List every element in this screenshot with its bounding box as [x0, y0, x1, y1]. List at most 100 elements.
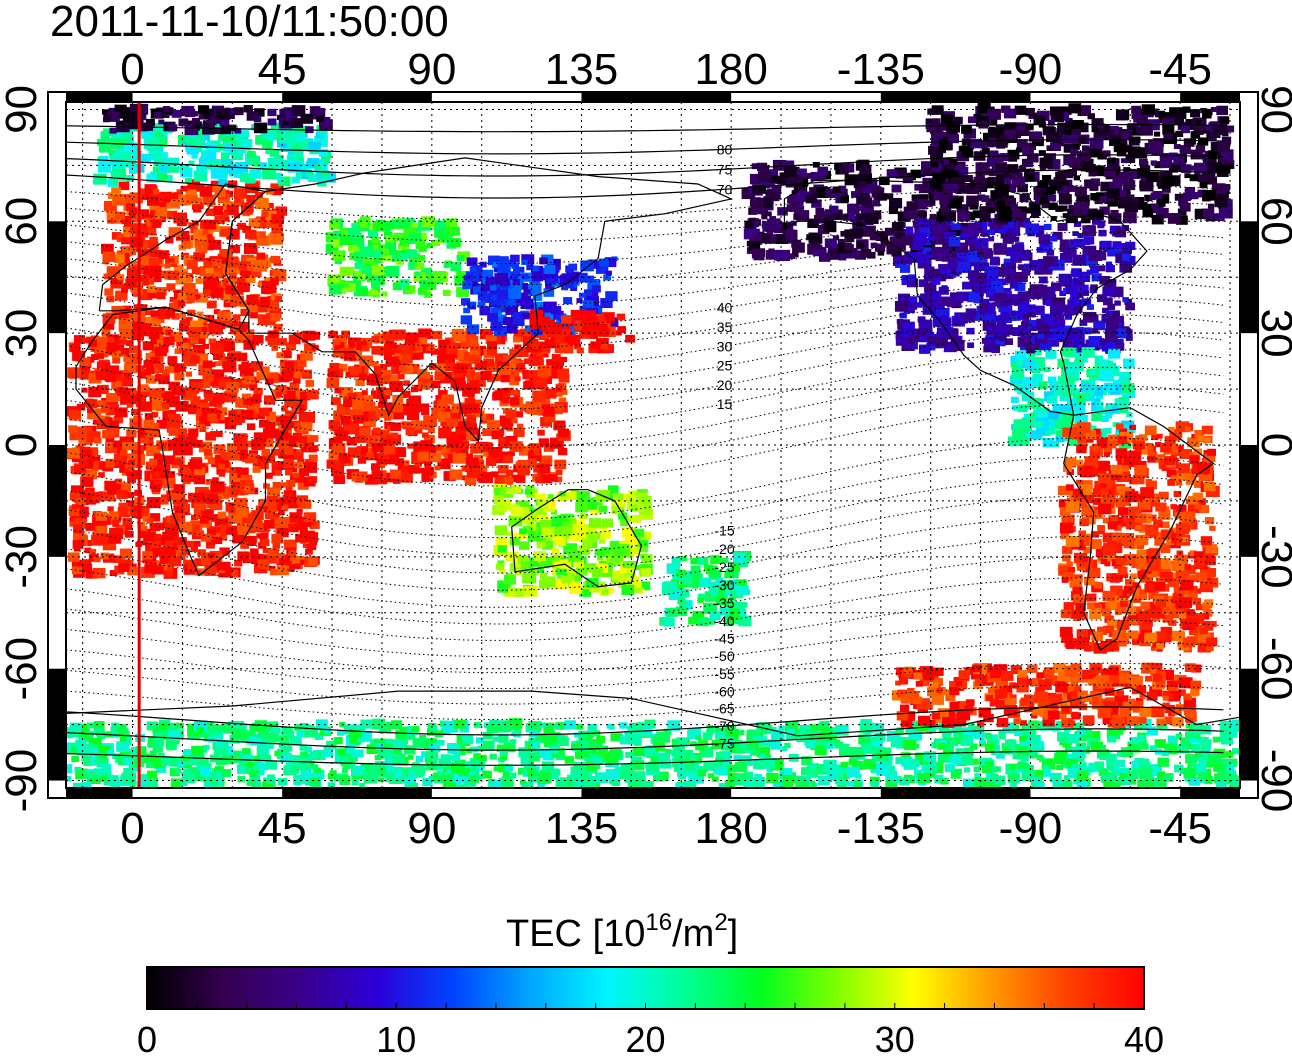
tec-cell: [1055, 205, 1064, 212]
tec-cell: [246, 194, 259, 205]
tec-cell: [71, 457, 79, 463]
tec-cell: [94, 525, 106, 535]
tec-cell: [355, 378, 365, 387]
tec-cell: [625, 334, 635, 343]
tec-cell: [618, 512, 628, 520]
tec-cell: [993, 243, 1008, 255]
tec-cell: [947, 163, 955, 170]
tec-cell: [633, 576, 640, 582]
tec-cell: [151, 484, 161, 492]
tec-cell: [1003, 178, 1012, 185]
tec-cell: [675, 606, 688, 616]
tec-cell: [1207, 203, 1215, 209]
tec-cell: [434, 228, 446, 238]
tec-cell: [120, 129, 134, 140]
tec-cell: [751, 248, 765, 259]
tec-cell: [1039, 266, 1050, 275]
tec-cell: [617, 326, 626, 334]
tec-cell: [918, 279, 929, 288]
tec-cell: [429, 453, 442, 463]
tec-cell: [944, 212, 956, 222]
tec-cell: [128, 212, 136, 218]
tec-cell: [101, 243, 114, 255]
tec-cell: [561, 572, 576, 584]
tec-cell: [384, 415, 392, 421]
tec-cell: [552, 387, 563, 396]
tec-cell: [107, 506, 114, 512]
tec-cell: [516, 423, 524, 430]
tec-cell: [462, 281, 473, 290]
tec-cell: [1144, 194, 1153, 202]
tec-cell: [399, 237, 410, 246]
tec-cell: [373, 366, 386, 376]
tec-cell: [1119, 243, 1131, 252]
tec-cell: [455, 426, 466, 436]
tec-cell: [197, 549, 206, 557]
tec-cell: [495, 563, 505, 571]
tec-cell: [264, 422, 276, 431]
tec-cell: [194, 499, 207, 510]
tec-cell: [874, 243, 886, 252]
tec-cell: [268, 330, 278, 339]
tec-cell: [515, 411, 524, 418]
tec-cell: [250, 553, 264, 564]
tec-cell: [1212, 142, 1222, 150]
tec-cell: [932, 141, 939, 147]
tec-cell: [661, 587, 671, 595]
tec-cell: [228, 512, 243, 524]
tec-cell: [347, 447, 361, 458]
tec-cell: [68, 425, 78, 433]
tec-cell: [148, 136, 159, 146]
tec-cell: [1105, 264, 1115, 273]
tec-cell: [281, 504, 289, 511]
tec-cell: [923, 219, 932, 226]
tec-cell: [142, 551, 153, 560]
tec-cell: [1197, 174, 1208, 183]
tec-cell: [1085, 163, 1096, 173]
tec-cell: [309, 331, 321, 340]
tec-cell: [139, 188, 147, 195]
tec-cell: [949, 177, 962, 187]
tec-cell: [357, 457, 367, 464]
tec-cell: [663, 581, 678, 593]
tec-cell: [751, 163, 760, 170]
tec-cell: [300, 125, 310, 133]
tec-cell: [392, 403, 404, 413]
tec-cell: [281, 350, 292, 359]
tec-cell: [524, 289, 531, 295]
tec-cell: [948, 197, 963, 209]
tec-cell: [606, 587, 615, 594]
tec-cell: [592, 568, 604, 578]
tec-cell: [385, 265, 400, 277]
tec-cell: [193, 475, 206, 485]
tec-cell: [609, 540, 623, 552]
tec-cell: [569, 534, 579, 542]
tec-cell: [992, 153, 1004, 163]
tec-cell: [231, 150, 243, 161]
tec-cell: [862, 184, 875, 194]
tec-cell: [194, 353, 209, 365]
tec-cell: [260, 130, 271, 139]
tec-cell: [1090, 266, 1099, 274]
tec-cell: [413, 441, 427, 453]
tec-cell: [869, 231, 881, 241]
tec-cell: [520, 298, 534, 310]
tec-cell: [347, 392, 357, 401]
tec-cell: [300, 350, 313, 361]
tec-cell: [175, 363, 186, 372]
tec-cell: [428, 471, 437, 479]
tec-cell: [210, 167, 225, 179]
tec-cell: [619, 502, 626, 508]
tec-cell: [180, 137, 187, 143]
tec-cell: [697, 593, 707, 601]
tec-cell: [534, 493, 546, 503]
tec-cell: [974, 283, 988, 294]
tec-cell: [1093, 211, 1102, 219]
tec-cell: [205, 274, 219, 285]
tec-cell: [79, 370, 91, 380]
tec-cell: [200, 399, 208, 406]
tec-cell: [908, 274, 916, 281]
tec-cell: [389, 374, 400, 383]
tec-cell: [221, 211, 229, 218]
tec-cell: [797, 186, 806, 194]
